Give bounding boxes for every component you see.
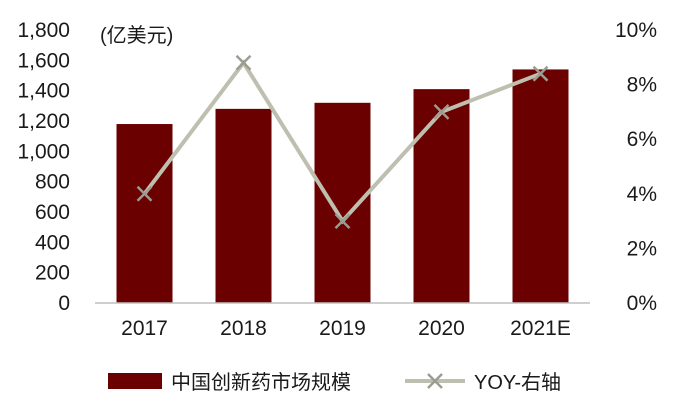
left-y-tick-label: 1,400 [17, 80, 70, 103]
x-tick-label: 2020 [418, 317, 465, 340]
right-y-tick-label: 10% [615, 19, 657, 42]
left-y-tick-label: 1,800 [17, 19, 70, 42]
legend-bar-label: 中国创新药市场规模 [171, 371, 351, 394]
bar-2018 [215, 108, 272, 303]
yoy-marker-2017 [136, 185, 153, 202]
left-y-tick-label: 200 [35, 262, 70, 285]
legend-bar-swatch [108, 373, 162, 389]
left-y-tick-label: 1,600 [17, 49, 70, 72]
yoy-marker-2019 [334, 213, 351, 229]
bar-2020 [413, 89, 470, 304]
bar-series [116, 69, 569, 304]
yoy-marker-2021E-stroke-b [532, 65, 549, 82]
right-y-tick-label: 2% [627, 237, 657, 260]
legend-line-marker [427, 373, 443, 389]
right-y-tick-label: 6% [627, 128, 657, 151]
x-tick-label: 2017 [121, 317, 168, 340]
right-y-tick-label: 8% [627, 74, 657, 97]
line-series [136, 54, 549, 229]
yoy-marker-2017-stroke-b [136, 185, 153, 202]
legend-line-label: YOY-右轴 [474, 371, 561, 394]
left-y-axis: 0 200 400 600 800 1,000 1,200 1,400 1,600 1,800 [17, 19, 70, 315]
bar-2019 [314, 102, 371, 303]
left-y-tick-label: 1,200 [17, 110, 70, 133]
left-y-tick-label: 400 [35, 231, 70, 254]
y-unit-label: (亿美元) [100, 24, 173, 47]
bar-2021E [512, 69, 569, 303]
left-y-tick-label: 1,000 [17, 140, 70, 163]
left-y-tick-label: 600 [35, 201, 70, 224]
yoy-marker-2019-stroke-b [334, 213, 351, 229]
yoy-marker-2020 [433, 104, 450, 120]
yoy-marker-2021E [532, 65, 549, 82]
right-y-axis: 0% 2% 4% 6% 8% 10% [615, 19, 657, 315]
right-y-tick-label: 4% [627, 183, 657, 206]
yoy-marker-2020-stroke-b [433, 104, 450, 120]
legend-line-swatch [405, 373, 465, 389]
right-y-tick-label: 0% [627, 292, 657, 315]
bar-2017 [116, 124, 173, 304]
yoy-marker-2018-stroke-b [235, 54, 252, 71]
left-y-tick-label: 0 [58, 292, 70, 315]
x-tick-label: 2018 [220, 317, 267, 340]
x-tick-label: 2021E [510, 317, 571, 340]
legend-line-marker-stroke-b [427, 373, 443, 389]
left-y-tick-label: 800 [35, 171, 70, 194]
x-axis: 2017 2018 2019 2020 2021E [121, 317, 571, 340]
x-tick-label: 2019 [319, 317, 366, 340]
yoy-marker-2018 [235, 54, 252, 71]
legend: 中国创新药市场规模 YOY-右轴 [108, 371, 561, 394]
